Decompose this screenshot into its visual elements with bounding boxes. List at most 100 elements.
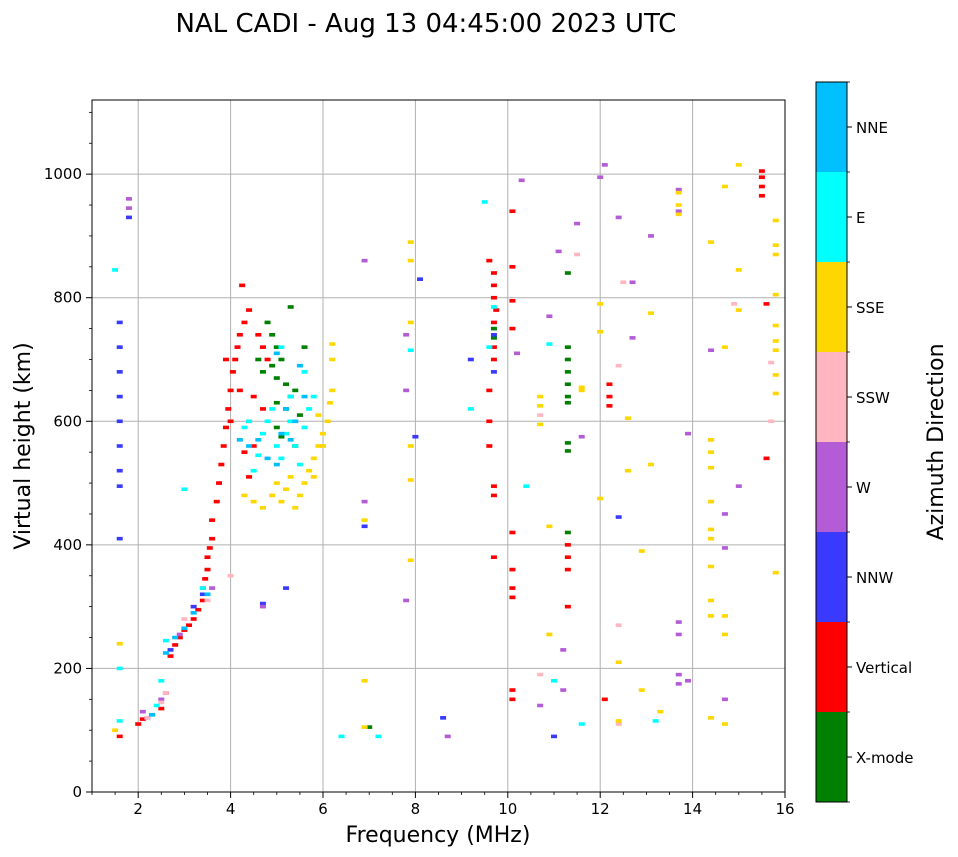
data-point (768, 360, 775, 365)
data-point (278, 431, 285, 436)
data-point (564, 345, 571, 349)
data-point (292, 388, 299, 393)
data-point (167, 654, 174, 658)
data-point (763, 456, 770, 461)
data-point (537, 413, 544, 417)
data-point (624, 468, 631, 473)
series-sse (112, 163, 779, 733)
data-point (708, 527, 715, 532)
data-point (564, 394, 571, 399)
data-point (116, 444, 123, 448)
data-point (551, 678, 557, 683)
data-point (287, 475, 294, 479)
data-point (772, 348, 779, 353)
data-point (523, 484, 530, 488)
data-point (241, 320, 248, 325)
data-point (116, 345, 123, 349)
colorbar: X-mode Vertical NNW W SSW SSE E NNE (815, 81, 913, 803)
data-point (296, 363, 303, 368)
data-point (209, 536, 216, 541)
data-point (514, 351, 521, 356)
data-point (292, 444, 299, 448)
data-point (490, 336, 497, 340)
colorbar-segment (816, 532, 847, 622)
colorbar-label: Azimuth Direction (924, 343, 949, 540)
data-point (597, 175, 604, 180)
x-tick-label: 12 (591, 800, 610, 818)
data-point (486, 388, 493, 393)
data-point (259, 407, 266, 411)
data-point (407, 478, 414, 482)
data-point (537, 394, 544, 399)
data-point (721, 546, 728, 550)
data-point (310, 456, 317, 461)
data-point (158, 678, 165, 683)
data-point (684, 431, 691, 436)
data-point (486, 258, 493, 263)
data-point (239, 283, 246, 288)
data-point (564, 382, 571, 387)
colorbar-segment (816, 262, 847, 352)
data-point (116, 320, 123, 325)
data-point (648, 234, 655, 238)
data-point (606, 394, 613, 399)
data-point (509, 326, 516, 331)
data-point (615, 515, 622, 519)
data-point (407, 558, 414, 563)
data-point (772, 252, 779, 257)
data-point (731, 302, 738, 306)
data-point (236, 438, 243, 442)
data-point (708, 450, 715, 454)
data-point (675, 632, 682, 637)
data-point (269, 332, 276, 337)
data-point (564, 567, 571, 572)
data-point (320, 431, 326, 436)
data-point (509, 586, 516, 590)
plot-area: 2 4 6 8 10 12 14 16 0 200 400 600 800 1000 (44, 99, 795, 818)
data-point (287, 438, 294, 442)
data-point (259, 370, 266, 374)
data-point (250, 499, 257, 504)
data-point (273, 345, 280, 349)
data-point (708, 564, 715, 569)
data-point (283, 431, 290, 436)
data-point (209, 586, 216, 590)
x-tick-label: 2 (133, 800, 143, 818)
data-point (721, 614, 728, 618)
data-point (601, 163, 608, 167)
data-point (283, 382, 290, 387)
data-point (329, 357, 336, 362)
data-point (259, 431, 266, 436)
data-point (490, 493, 497, 498)
colorbar-label-sse: SSE (856, 299, 885, 317)
data-point (246, 475, 253, 479)
data-point (652, 719, 659, 723)
data-point (125, 215, 132, 220)
data-point (675, 212, 682, 217)
data-point (407, 320, 414, 325)
data-point (220, 444, 227, 448)
data-point (481, 200, 488, 204)
data-point (259, 505, 266, 510)
data-point (578, 434, 585, 439)
data-points (112, 163, 779, 739)
data-point (490, 283, 497, 288)
data-point (615, 719, 622, 723)
data-point (708, 499, 715, 504)
data-point (537, 404, 544, 408)
data-point (758, 193, 765, 198)
data-point (227, 573, 234, 578)
data-point (301, 370, 308, 374)
data-point (546, 632, 553, 637)
data-point (597, 496, 604, 501)
data-point (204, 592, 211, 597)
data-point (269, 407, 276, 411)
data-point (546, 314, 553, 319)
plot-background (92, 100, 785, 792)
data-point (125, 206, 132, 210)
data-point (264, 357, 271, 362)
data-point (564, 530, 571, 535)
data-point (564, 604, 571, 609)
data-point (199, 598, 206, 603)
